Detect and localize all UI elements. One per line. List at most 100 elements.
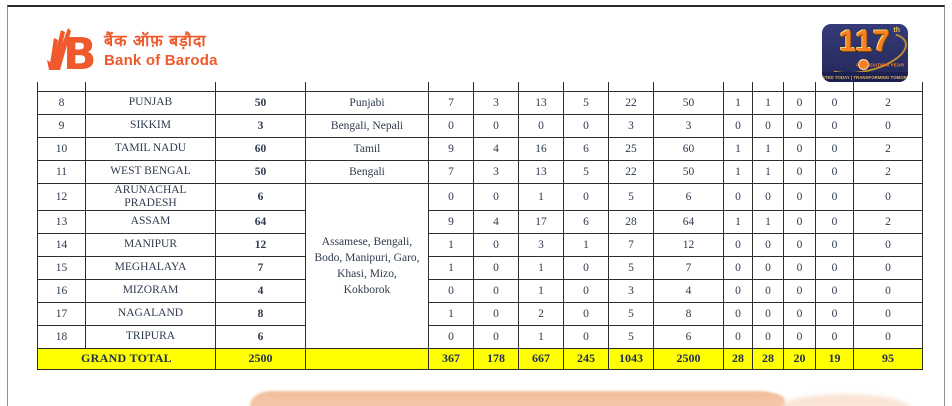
- cropped-cell: [428, 82, 474, 92]
- serial-cell: 14: [37, 232, 86, 257]
- cropped-cell: [853, 82, 923, 92]
- value-cell: 64: [653, 209, 724, 234]
- cropped-cell: [563, 82, 609, 92]
- count-cell: 8: [215, 301, 306, 326]
- serial-cell: 8: [37, 90, 86, 115]
- value-cell: 0: [815, 159, 854, 184]
- count-cell: 60: [215, 136, 306, 161]
- value-cell: 1: [723, 136, 753, 161]
- bank-of-baroda-logo: B बैंक ऑफ़ बड़ौदा Bank of Baroda: [46, 26, 218, 74]
- count-cell: 50: [215, 159, 306, 184]
- value-cell: 0: [853, 301, 923, 326]
- value-cell: 50: [653, 90, 724, 115]
- state-cell: MANIPUR: [85, 232, 216, 257]
- serial-cell: 18: [37, 324, 86, 349]
- value-cell: 1: [752, 209, 784, 234]
- serial-cell: 12: [37, 182, 86, 211]
- value-cell: 4: [473, 209, 519, 234]
- value-cell: 0: [473, 255, 519, 280]
- grand-total-value: 1043: [608, 347, 654, 370]
- value-cell: 9: [428, 209, 474, 234]
- value-cell: 5: [608, 182, 654, 211]
- value-cell: 7: [608, 232, 654, 257]
- cropped-cell: [518, 82, 564, 92]
- value-cell: 0: [473, 324, 519, 349]
- value-cell: 0: [563, 301, 609, 326]
- value-cell: 2: [853, 136, 923, 161]
- value-cell: 0: [783, 90, 816, 115]
- value-cell: 0: [752, 255, 784, 280]
- table-row: 9 SIKKIM 3 Bengali, Nepali 0 0 0 0 3 3 0 0 0 0 0: [37, 113, 923, 138]
- serial-cell: 9: [37, 113, 86, 138]
- value-cell: 0: [428, 113, 474, 138]
- value-cell: 0: [783, 255, 816, 280]
- bank-name-english: Bank of Baroda: [104, 51, 218, 69]
- table-row: 13 ASSAM 64 9 4 17 6 28 64 1 1 0 0 2: [37, 209, 923, 234]
- value-cell: 0: [473, 182, 519, 211]
- value-cell: 4: [653, 278, 724, 303]
- value-cell: 9: [428, 136, 474, 161]
- badge-roundel-icon: [858, 59, 869, 70]
- count-cell: 4: [215, 278, 306, 303]
- value-cell: 0: [853, 113, 923, 138]
- value-cell: 1: [428, 255, 474, 280]
- count-cell: 64: [215, 209, 306, 234]
- value-cell: 0: [815, 113, 854, 138]
- grand-total-value: 2500: [653, 347, 724, 370]
- value-cell: 13: [518, 159, 564, 184]
- state-cell: SIKKIM: [85, 113, 216, 138]
- bank-name-block: बैंक ऑफ़ बड़ौदा Bank of Baroda: [104, 32, 218, 69]
- count-cell: 12: [215, 232, 306, 257]
- state-cell: WEST BENGAL: [85, 159, 216, 184]
- value-cell: 3: [653, 113, 724, 138]
- language-cell: Punjabi: [305, 90, 429, 115]
- value-cell: 0: [783, 324, 816, 349]
- value-cell: 25: [608, 136, 654, 161]
- baroda-sun-icon: B: [47, 28, 96, 74]
- value-cell: 0: [752, 301, 784, 326]
- value-cell: 0: [563, 324, 609, 349]
- grand-total-value: 28: [723, 347, 753, 370]
- grand-total-value: 367: [428, 347, 474, 370]
- grand-total-label: GRAND TOTAL: [37, 347, 216, 370]
- language-cell: Tamil: [305, 136, 429, 161]
- table-row: 12 ARUNACHAL PRADESH 6 Assamese, Bengali, B…: [37, 182, 923, 349]
- state-cell: ASSAM: [85, 209, 216, 234]
- state-cell: TAMIL NADU: [85, 136, 216, 161]
- value-cell: 0: [783, 159, 816, 184]
- cropped-cell: [752, 82, 784, 92]
- value-cell: 0: [815, 324, 854, 349]
- value-cell: 0: [518, 113, 564, 138]
- value-cell: 0: [783, 301, 816, 326]
- value-cell: 22: [608, 159, 654, 184]
- value-cell: 0: [563, 255, 609, 280]
- grand-total-value: 19: [815, 347, 854, 370]
- value-cell: 1: [518, 324, 564, 349]
- count-cell: 6: [215, 182, 306, 211]
- value-cell: 0: [783, 278, 816, 303]
- cropped-cell: [608, 82, 654, 92]
- badge-tagline: TRUSTED TODAY | TRANSFORMING TOMORROW: [822, 74, 908, 80]
- grand-total-value: 95: [853, 347, 923, 370]
- value-cell: 0: [815, 136, 854, 161]
- value-cell: 7: [653, 255, 724, 280]
- grand-total-value: 28: [752, 347, 784, 370]
- value-cell: 0: [428, 278, 474, 303]
- value-cell: 3: [608, 278, 654, 303]
- grand-total-value: 20: [783, 347, 816, 370]
- state-cell: ARUNACHAL PRADESH: [85, 182, 216, 211]
- value-cell: 6: [563, 209, 609, 234]
- value-cell: 0: [815, 182, 854, 211]
- value-cell: 6: [563, 136, 609, 161]
- value-cell: 22: [608, 90, 654, 115]
- value-cell: 28: [608, 209, 654, 234]
- value-cell: 0: [723, 255, 753, 280]
- value-cell: 3: [608, 113, 654, 138]
- cropped-cell: [37, 82, 86, 92]
- value-cell: 1: [563, 232, 609, 257]
- table-row: 10 TAMIL NADU 60 Tamil 9 4 16 6 25 60 1 1 0 0 2: [37, 136, 923, 161]
- value-cell: 1: [518, 182, 564, 211]
- value-cell: 0: [428, 182, 474, 211]
- value-cell: 1: [428, 232, 474, 257]
